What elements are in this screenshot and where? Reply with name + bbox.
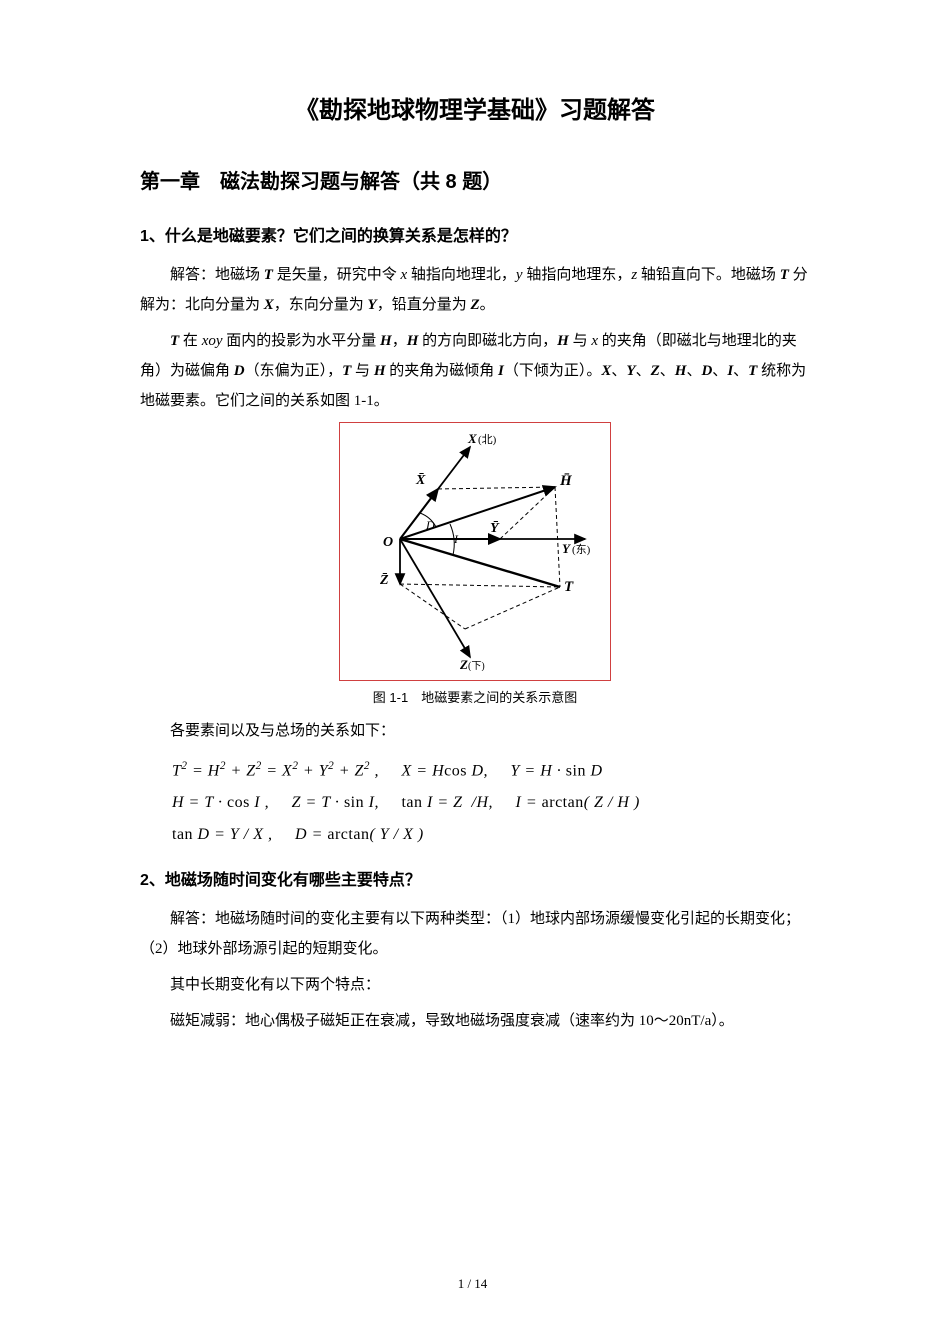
q1-para3: 各要素间以及与总场的关系如下： [140, 716, 810, 746]
figure-1-1: X (北) Y (东) Z̄ Z (下) O H̄ X̄ Ȳ T [140, 422, 810, 706]
text: ，东向分量为 [274, 297, 368, 313]
page-title: 《勘探地球物理学基础》习题解答 [140, 90, 810, 125]
svg-text:X̄: X̄ [415, 473, 426, 488]
sym-D: D [234, 363, 245, 379]
sym-I: I [727, 363, 733, 379]
svg-text:(下): (下) [468, 661, 485, 671]
q2-heading: 2、地磁场随时间变化有哪些主要特点？ [140, 866, 810, 890]
q2-para3: 磁矩减弱：地心偶极子磁矩正在衰减，导致地磁场强度衰减（速率约为 10～20nT/… [140, 1006, 810, 1036]
sym-T: T [342, 363, 351, 379]
sym-H: H [675, 363, 687, 379]
svg-text:(东): (东) [572, 543, 591, 556]
text: 轴指向地理东， [523, 267, 632, 283]
text: 是矢量，研究中令 [273, 267, 401, 283]
page-number: 1 / 14 [0, 1276, 945, 1292]
sym-T: T [264, 267, 273, 283]
sym-H: H [407, 333, 419, 349]
svg-text:O: O [383, 535, 393, 550]
text: 轴指向地理北， [407, 267, 516, 283]
equation-3: tan D = Y / X , D = arctan( Y / X ) [172, 826, 810, 844]
sym-Z: Z [470, 297, 479, 313]
svg-text:H̄: H̄ [559, 473, 573, 489]
sym-T: T [748, 363, 757, 379]
svg-text:D: D [425, 518, 435, 532]
geomagnetic-diagram: X (北) Y (东) Z̄ Z (下) O H̄ X̄ Ȳ T [350, 429, 600, 671]
svg-text:Y: Y [562, 541, 571, 556]
q1-para1: 解答：地磁场 T 是矢量，研究中令 x 轴指向地理北，y 轴指向地理东，z 轴铅… [140, 260, 810, 320]
equation-1: T2 = H2 + Z2 = X2 + Y2 + Z2 , X = Hcos D… [172, 760, 810, 780]
text: ，铅直分量为 [377, 297, 471, 313]
svg-text:Z̄: Z̄ [379, 573, 389, 588]
equation-2: H = T · cos I , Z = T · sin I, tan I = Z… [172, 794, 810, 812]
svg-text:X: X [467, 431, 477, 446]
sym-T: T [780, 267, 789, 283]
sym-I: I [498, 363, 504, 379]
figure-caption: 图 1-1 地磁要素之间的关系示意图 [140, 687, 810, 706]
svg-text:(北): (北) [478, 433, 497, 446]
sym-X: X [601, 363, 611, 379]
q2-para2: 其中长期变化有以下两个特点： [140, 970, 810, 1000]
sym-x: x [591, 333, 598, 349]
sym-H: H [557, 333, 569, 349]
chapter-heading: 第一章 磁法勘探习题与解答（共 8 题） [140, 165, 810, 194]
text: 轴铅直向下。地磁场 [637, 267, 780, 283]
sym-H: H [374, 363, 386, 379]
svg-text:Z: Z [459, 657, 468, 671]
sym-Z: Z [651, 363, 660, 379]
sym-y: y [516, 267, 523, 283]
sym-Y: Y [368, 297, 377, 313]
svg-text:T: T [564, 579, 574, 595]
sym-X: X [264, 297, 274, 313]
sym-D: D [701, 363, 712, 379]
text: 解答：地磁场 [170, 267, 264, 283]
sym-H: H [380, 333, 392, 349]
figure-border: X (北) Y (东) Z̄ Z (下) O H̄ X̄ Ȳ T [339, 422, 611, 681]
sym-Y: Y [626, 363, 635, 379]
svg-text:Ȳ: Ȳ [490, 520, 500, 536]
q2-para1: 解答：地磁场随时间的变化主要有以下两种类型：（1）地球内部场源缓慢变化引起的长期… [140, 904, 810, 964]
sym-xoy: xoy [202, 333, 223, 349]
q1-heading: 1、什么是地磁要素？它们之间的换算关系是怎样的？ [140, 222, 810, 246]
q1-para2: T 在 xoy 面内的投影为水平分量 H，H 的方向即磁北方向，H 与 x 的夹… [140, 326, 810, 416]
sym-T: T [170, 333, 179, 349]
text: 。 [480, 297, 495, 313]
